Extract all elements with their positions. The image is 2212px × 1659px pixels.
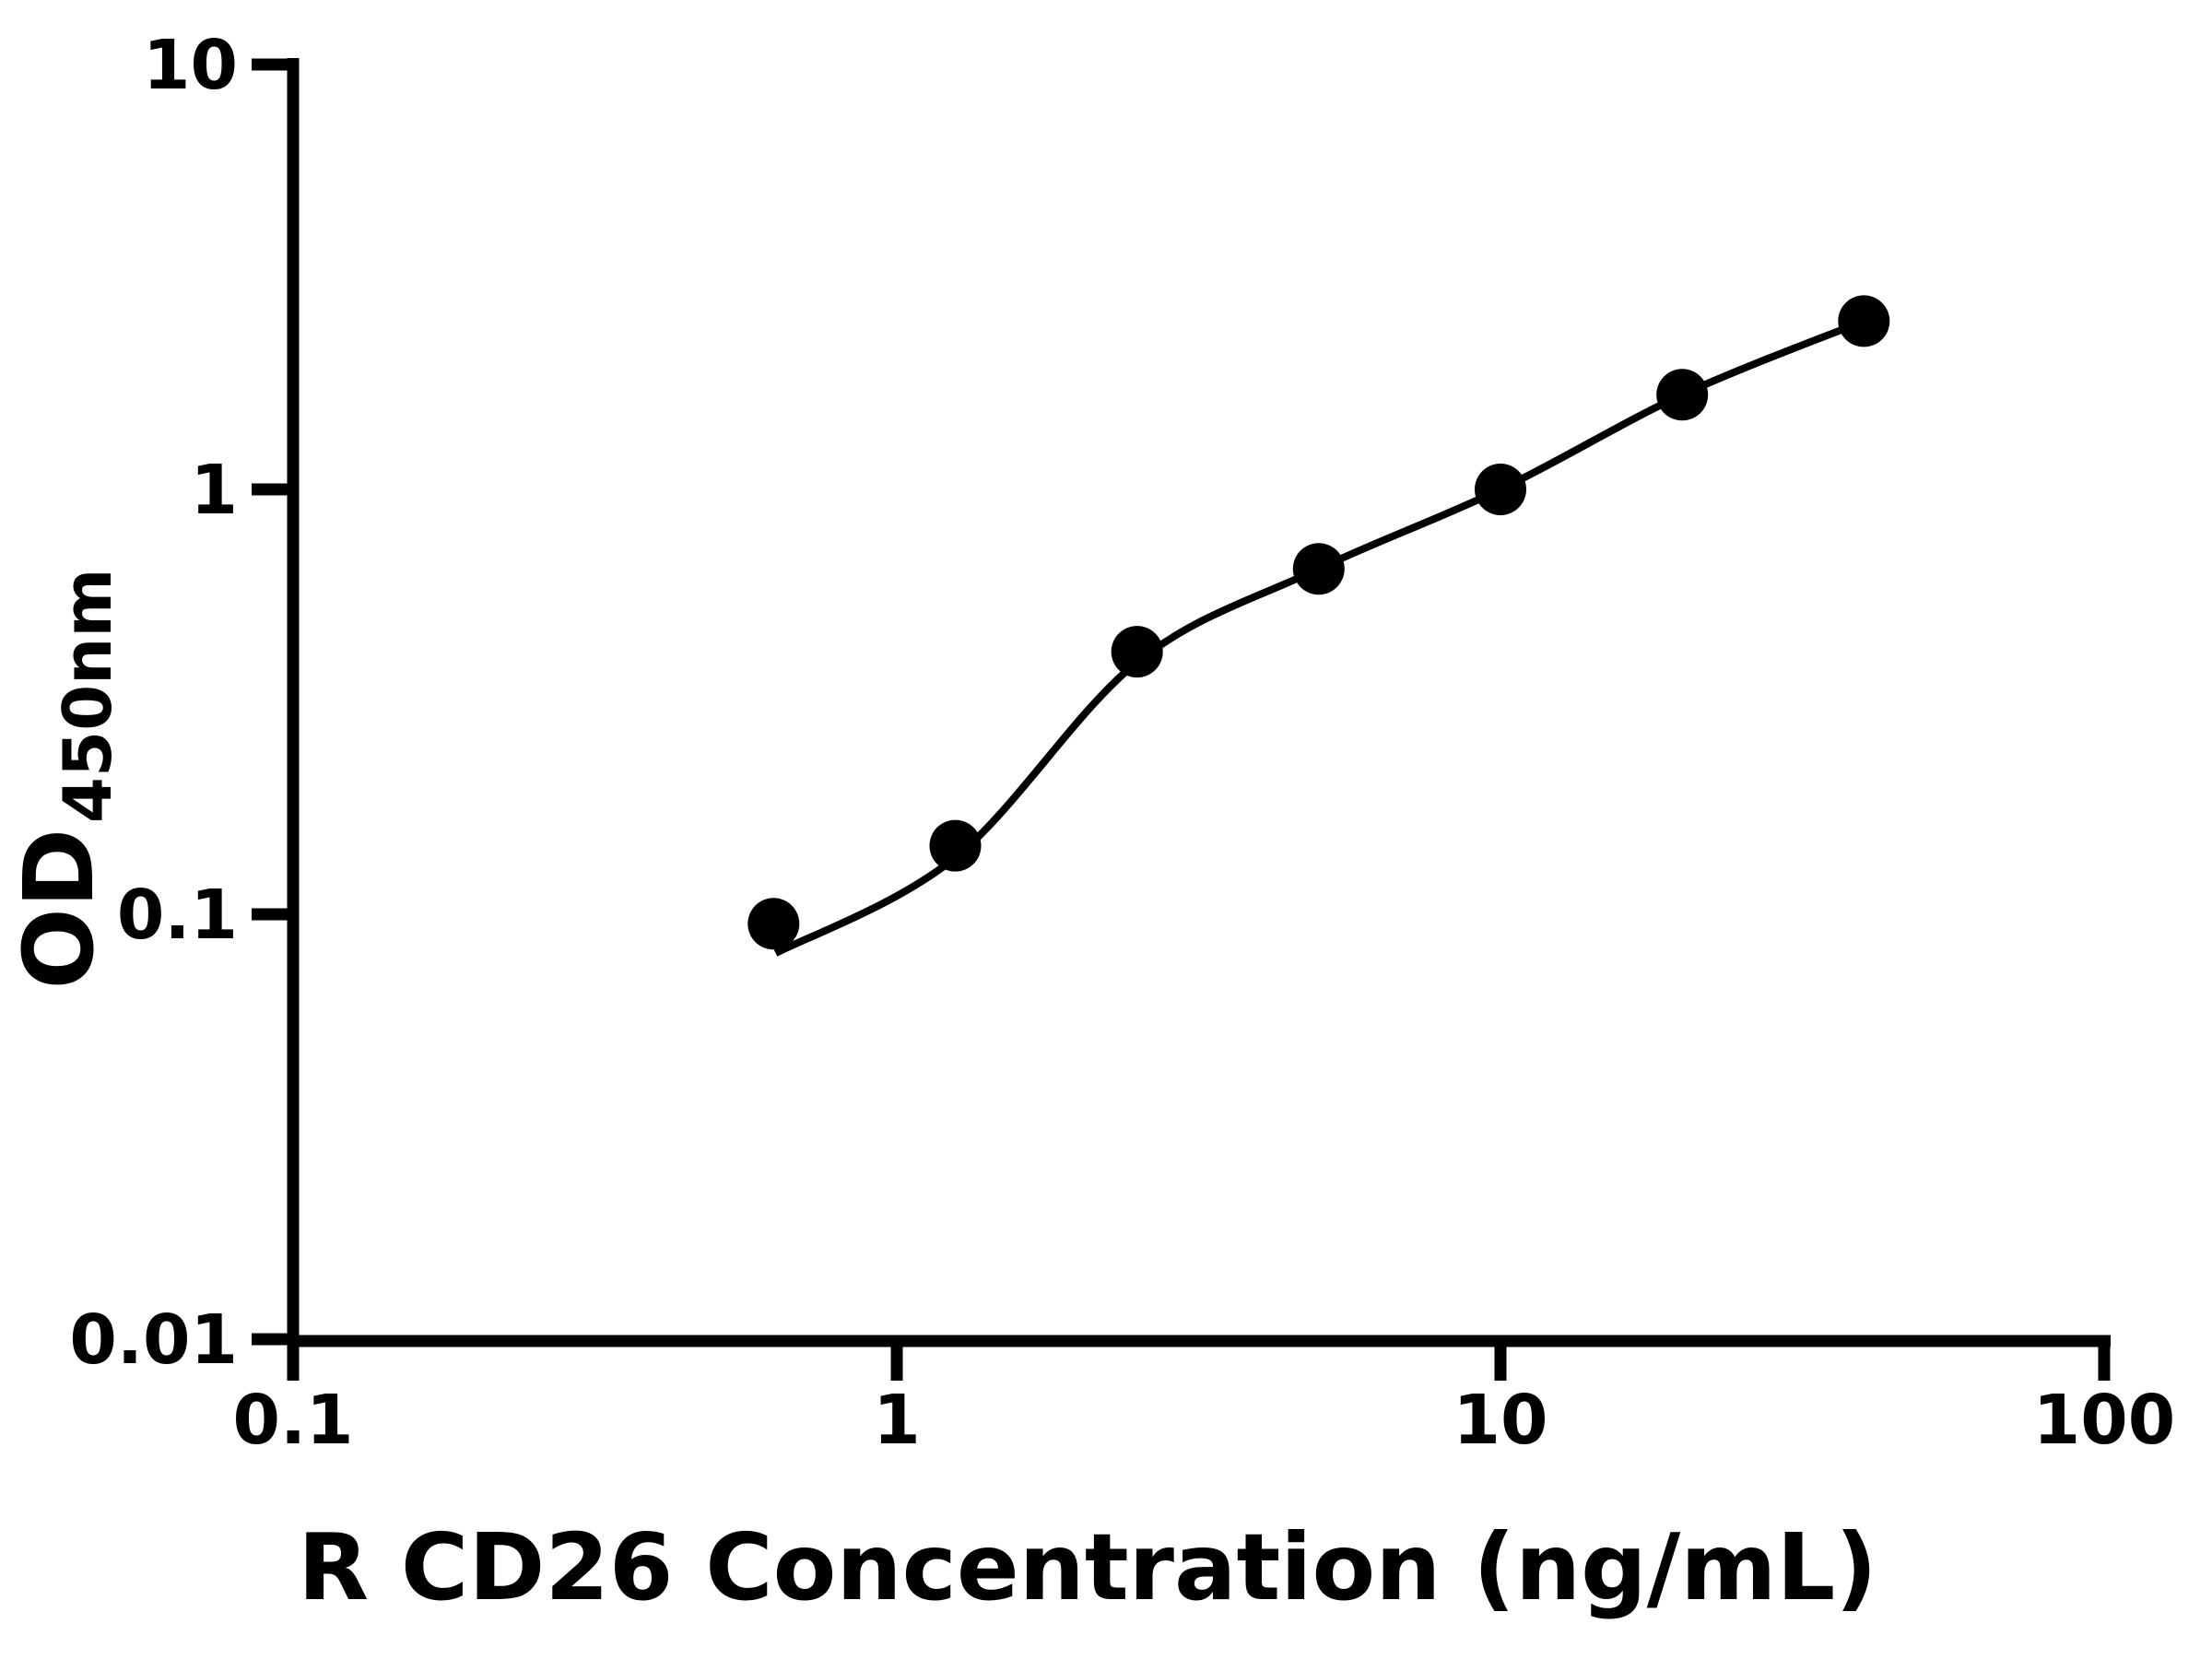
data-points: [747, 295, 1890, 950]
x-axis-title: R CD26 Concentration (ng/mL): [298, 1513, 1877, 1621]
axis-ticks: [252, 58, 2111, 1381]
y-tick-label: 10: [143, 26, 238, 105]
axis-spines: [287, 58, 2111, 1347]
data-point-marker: [1475, 464, 1526, 515]
x-tick-label: 0.1: [232, 1381, 353, 1460]
data-point-marker: [1838, 295, 1890, 347]
data-point-marker: [1292, 543, 1345, 595]
y-axis-title-main: OD: [3, 829, 115, 990]
x-tick-label: 1: [873, 1381, 921, 1460]
y-axis-title: OD 450nm: [3, 569, 126, 990]
y-tick-label: 1: [191, 451, 239, 530]
y-tick-label: 0.01: [69, 1300, 238, 1380]
y-axis-title-subscript: 450nm: [49, 569, 126, 824]
data-point-marker: [1656, 369, 1709, 421]
axes: [287, 58, 2111, 1347]
data-point-marker: [929, 819, 982, 872]
x-tick-label: 10: [1453, 1381, 1548, 1460]
data-point-marker: [747, 898, 800, 950]
y-tick-label: 0.1: [117, 876, 238, 955]
x-tick-label: 100: [2033, 1381, 2175, 1460]
data-point-marker: [1111, 626, 1163, 678]
